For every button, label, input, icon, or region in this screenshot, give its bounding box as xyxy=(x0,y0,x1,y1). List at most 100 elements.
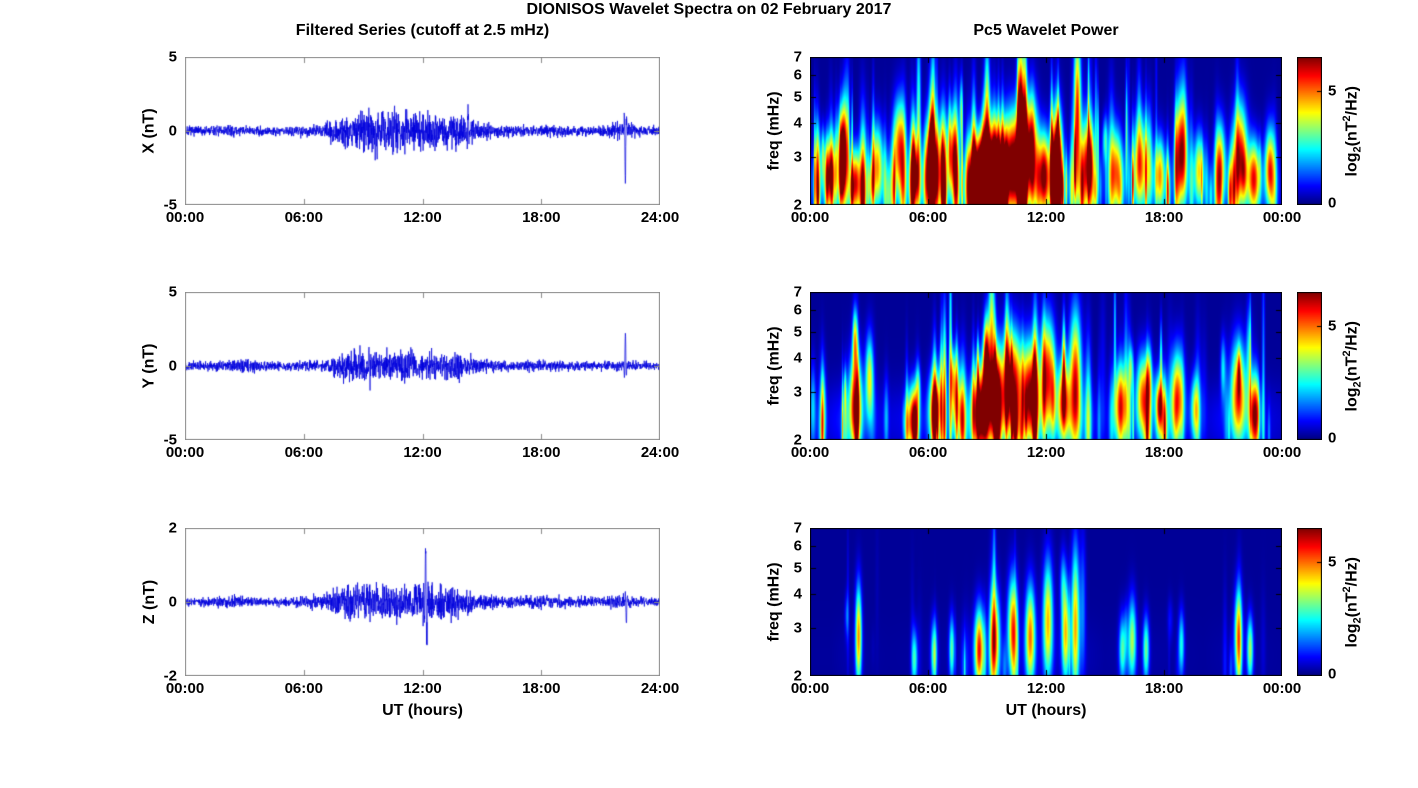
plot-panel-y-wavelet-power: freq (mHz) 00:00 06:00 12:00 18:00 00:00 7 6 5 4… xyxy=(766,284,1301,462)
x-tick-label: 12:00 xyxy=(1026,680,1066,697)
x-tick-label: 24:00 xyxy=(640,209,680,226)
x-tick-label: 00:00 xyxy=(790,209,830,226)
x-tick-label: 00:00 xyxy=(165,680,205,697)
z-wavelet-spectrogram-canvas xyxy=(810,528,1282,676)
x-axis-label-right: UT (hours) xyxy=(1005,702,1087,719)
x-tick-label: 00:00 xyxy=(1262,680,1302,697)
colorbar-label-part: (nT xyxy=(1343,356,1361,382)
colorbar-tick-label: 5 xyxy=(1328,82,1337,100)
colorbar-gradient xyxy=(1297,57,1322,205)
colorbar-label-sub: 2 xyxy=(1351,617,1364,624)
freq-axis-label: freq (mHz) xyxy=(766,562,784,642)
colorbar-gradient xyxy=(1297,292,1322,440)
y-tick-label: 6 xyxy=(793,66,802,84)
plot-panel-z-filtered-series: Z (nT) 00:00 06:00 12:00 18:00 24:00 2 0 -2 xyxy=(141,520,679,698)
colorbar-label-part: /Hz) xyxy=(1343,85,1361,116)
y-tick-label: 4 xyxy=(793,349,802,367)
y-axis-label-wrap: Z (nT) xyxy=(139,528,161,676)
x-tick-label: 18:00 xyxy=(522,444,561,461)
y-axis-label-wrap: freq (mHz) xyxy=(764,292,786,440)
colorbar-gradient xyxy=(1297,528,1322,676)
colorbar-label: log2(nT2/Hz) xyxy=(1341,557,1364,647)
x-tick-label: 00:00 xyxy=(790,680,830,697)
colorbar-label-sup: 2 xyxy=(1340,350,1353,357)
y-axis-label-y: Y (nT) xyxy=(141,343,158,389)
y-tick-label: 4 xyxy=(793,114,802,132)
x-tick-label: 06:00 xyxy=(908,444,948,461)
plot-panel-z-wavelet-power: freq (mHz) 00:00 06:00 12:00 18:00 00:00 7 6 5 4… xyxy=(766,520,1301,698)
plot-panel-y-filtered-series: Y (nT) 00:00 06:00 12:00 18:00 24:00 5 0 -5 xyxy=(141,284,679,462)
colorbar-tick-label: 0 xyxy=(1328,665,1337,683)
x-tick-label: 06:00 xyxy=(908,680,948,697)
colorbar-label: log2(nT2/Hz) xyxy=(1341,86,1364,176)
x-tick-label: 18:00 xyxy=(522,680,561,697)
x-tick-label: 00:00 xyxy=(165,209,205,226)
y-tick-label: 5 xyxy=(168,48,177,66)
y-filtered-series-canvas xyxy=(185,292,660,440)
colorbar-label-part: (nT xyxy=(1343,121,1361,147)
y-tick-label: -5 xyxy=(163,431,177,449)
colorbar-x: log2(nT2/Hz) 0 5 xyxy=(1297,57,1363,212)
y-tick-label: 0 xyxy=(168,357,177,375)
x-tick-label: 12:00 xyxy=(403,444,442,461)
y-tick-label: -2 xyxy=(163,667,177,685)
y-tick-label: 0 xyxy=(168,593,177,611)
x-tick-label: 06:00 xyxy=(908,209,948,226)
y-axis-label-wrap: freq (mHz) xyxy=(764,57,786,205)
y-tick-label: 2 xyxy=(168,519,177,537)
y-tick-label: 4 xyxy=(793,585,802,603)
colorbar-label-part: /Hz) xyxy=(1343,320,1361,351)
y-wavelet-spectrogram-canvas xyxy=(810,292,1282,440)
y-tick-label: 7 xyxy=(793,283,802,301)
colorbar-tick-label: 0 xyxy=(1328,194,1337,212)
y-tick-label: 3 xyxy=(793,383,802,401)
colorbar-tick-label: 5 xyxy=(1328,553,1337,571)
x-wavelet-spectrogram-canvas xyxy=(810,57,1282,205)
y-tick-label: 3 xyxy=(793,619,802,637)
colorbar-label: log2(nT2/Hz) xyxy=(1341,321,1364,411)
x-tick-label: 00:00 xyxy=(790,444,830,461)
y-tick-label: 5 xyxy=(793,88,802,106)
z-filtered-series-canvas xyxy=(185,528,660,676)
x-tick-label: 00:00 xyxy=(1262,444,1302,461)
freq-axis-label: freq (mHz) xyxy=(766,91,784,171)
x-tick-label: 00:00 xyxy=(165,444,205,461)
plot-panel-x-filtered-series: X (nT) 00:00 06:00 12:00 18:00 24:00 5 0 -5 xyxy=(141,49,679,227)
colorbar-label-wrap: log2(nT2/Hz) xyxy=(1339,528,1365,676)
freq-axis-label: freq (mHz) xyxy=(766,326,784,406)
colorbar-label-part: log xyxy=(1343,152,1361,177)
x-tick-label: 12:00 xyxy=(403,209,442,226)
y-tick-label: 5 xyxy=(793,559,802,577)
x-tick-label: 12:00 xyxy=(1026,444,1066,461)
colorbar-tick-label: 0 xyxy=(1328,429,1337,447)
y-tick-label: 6 xyxy=(793,301,802,319)
colorbar-z: log2(nT2/Hz) 0 5 xyxy=(1297,528,1363,683)
y-tick-label: 7 xyxy=(793,48,802,66)
x-tick-label: 18:00 xyxy=(1144,680,1184,697)
y-tick-label: 2 xyxy=(793,667,802,685)
plot-panel-x-wavelet-power: freq (mHz) 00:00 06:00 12:00 18:00 00:00 7 6 5 4… xyxy=(766,49,1301,227)
y-tick-label: 3 xyxy=(793,148,802,166)
x-tick-label: 18:00 xyxy=(1144,444,1184,461)
x-tick-label: 18:00 xyxy=(522,209,561,226)
colorbar-label-part: log xyxy=(1343,387,1361,412)
x-filtered-series-canvas xyxy=(185,57,660,205)
x-axis-label-left: UT (hours) xyxy=(382,702,463,719)
y-tick-label: 5 xyxy=(168,283,177,301)
y-axis-label-wrap: freq (mHz) xyxy=(764,528,786,676)
x-tick-label: 18:00 xyxy=(1144,209,1184,226)
y-tick-label: 2 xyxy=(793,196,802,214)
x-tick-label: 12:00 xyxy=(1026,209,1066,226)
x-tick-label: 06:00 xyxy=(284,209,323,226)
colorbar-label-part: (nT xyxy=(1343,592,1361,618)
colorbar-label-wrap: log2(nT2/Hz) xyxy=(1339,292,1365,440)
left-column-title: Filtered Series (cutoff at 2.5 mHz) xyxy=(295,22,550,39)
x-tick-label: 06:00 xyxy=(284,680,323,697)
y-tick-label: 2 xyxy=(793,431,802,449)
colorbar-label-sub: 2 xyxy=(1351,381,1364,388)
y-tick-label: 0 xyxy=(168,122,177,140)
colorbar-tick-label: 5 xyxy=(1328,317,1337,335)
colorbar-label-sup: 2 xyxy=(1340,586,1353,593)
colorbar-label-part: /Hz) xyxy=(1343,556,1361,587)
